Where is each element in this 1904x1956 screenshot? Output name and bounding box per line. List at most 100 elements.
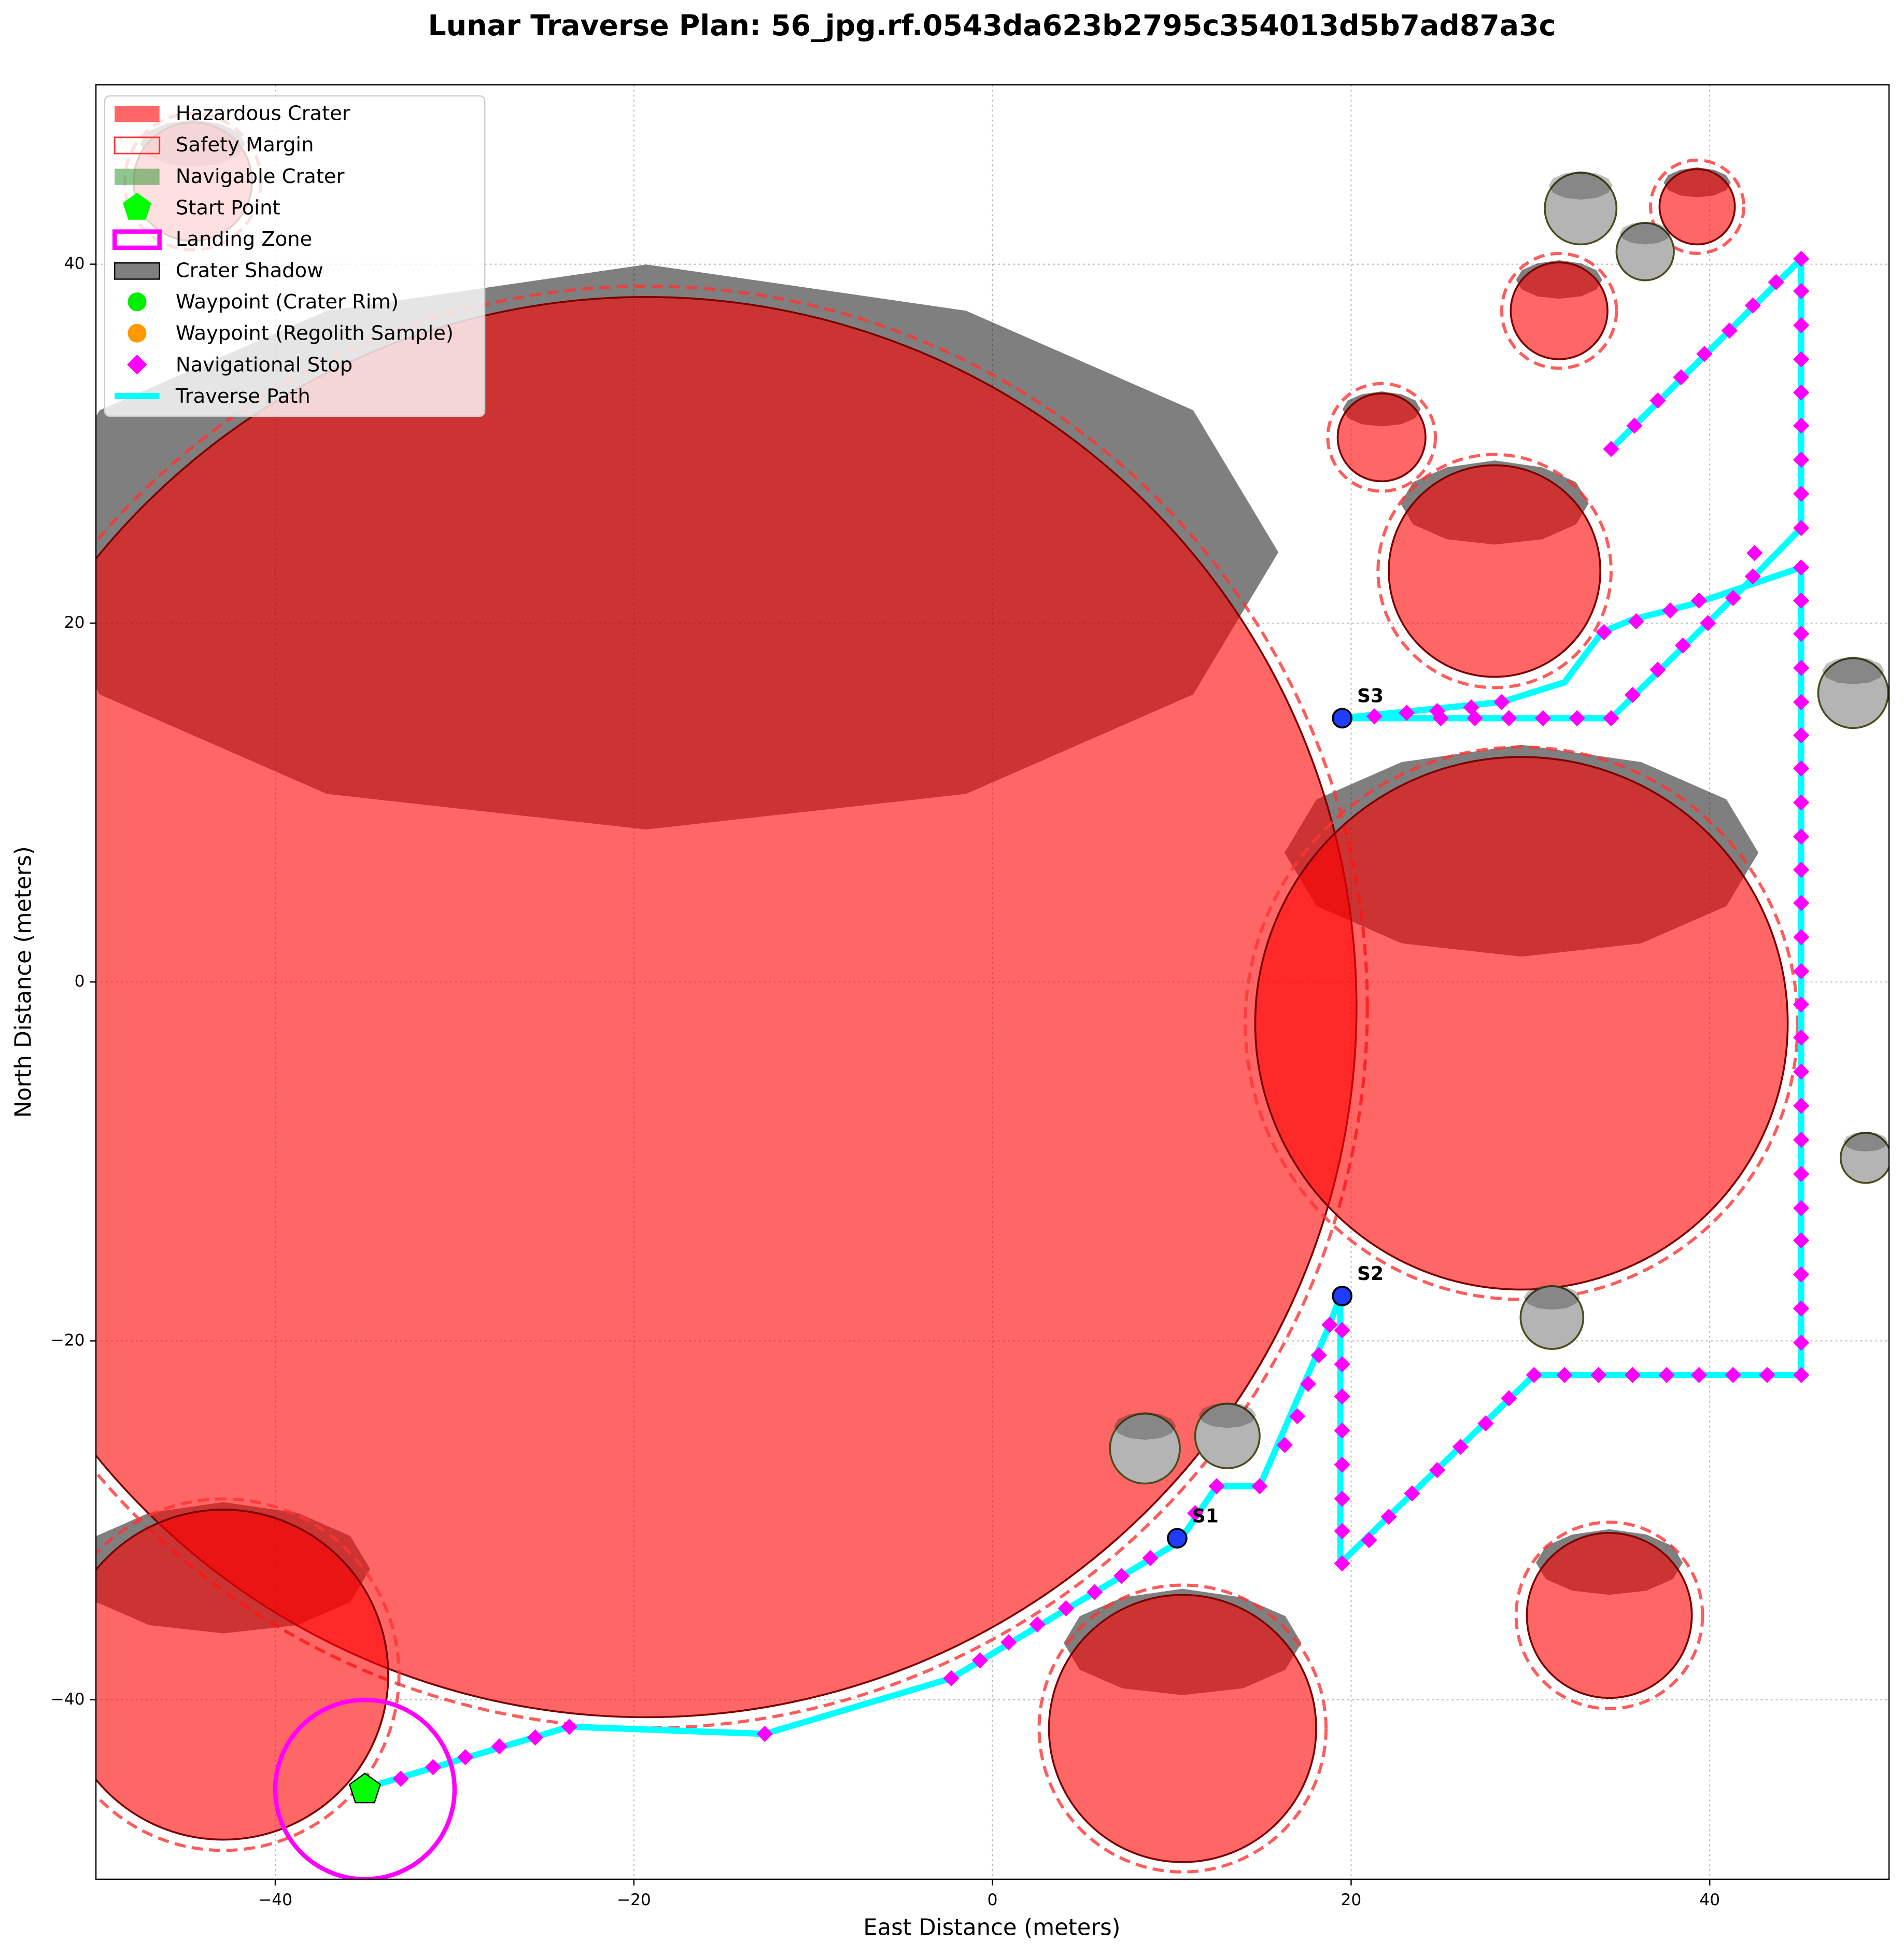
legend-label: Navigational Stop (176, 353, 352, 376)
crater-shadow (1198, 1402, 1257, 1428)
legend-label: Waypoint (Regolith Sample) (176, 322, 454, 345)
nav-stop (1793, 1367, 1810, 1383)
nav-stop (1793, 417, 1810, 434)
navigable-crater (1817, 657, 1889, 729)
waypoint-label: S3 (1357, 685, 1384, 707)
x-tick-label: −40 (258, 1891, 292, 1909)
nav-stop (1793, 1063, 1810, 1080)
legend-label: Safety Margin (176, 133, 314, 157)
legend-label: Waypoint (Crater Rim) (176, 290, 399, 314)
legend-swatch (128, 292, 147, 312)
x-tick-label: 20 (1341, 1891, 1362, 1909)
nav-stop (1793, 559, 1810, 576)
nav-stop (1452, 1439, 1469, 1455)
hazardous-crater (1388, 464, 1602, 678)
nav-stop (1793, 1300, 1810, 1317)
legend: Hazardous Crater Safety Margin Navigable C… (104, 95, 486, 417)
nav-stop (943, 1670, 960, 1686)
nav-stop (1793, 929, 1810, 946)
hazardous-crater (96, 296, 1358, 1718)
y-tick-label: 40 (64, 255, 85, 273)
nav-stop (1793, 317, 1810, 333)
nav-stop (1759, 1367, 1775, 1383)
hazardous-crater (1254, 756, 1789, 1291)
nav-stop (1700, 615, 1716, 631)
nav-stop (1334, 1322, 1350, 1339)
legend-swatch (128, 323, 147, 343)
nav-stop (1696, 346, 1713, 362)
legend-label: Start Point (176, 196, 280, 219)
nav-stop (1276, 1437, 1293, 1453)
nav-stop (1310, 1347, 1327, 1363)
crater-shadow (1619, 221, 1671, 245)
y-tick-label: −20 (51, 1331, 85, 1349)
nav-stop (1399, 705, 1415, 721)
nav-stop (1628, 613, 1645, 630)
nav-stop (1768, 274, 1784, 290)
safety-margin (1326, 382, 1437, 493)
nav-stop (1793, 996, 1810, 1013)
nav-stop (527, 1729, 544, 1746)
nav-stop (1251, 1478, 1268, 1495)
nav-stop (1793, 694, 1810, 710)
nav-stop (1721, 322, 1738, 339)
nav-stop (1501, 1390, 1517, 1406)
nav-stop (1793, 895, 1810, 911)
crater-shadow (1524, 1285, 1580, 1310)
legend-swatch (122, 192, 151, 220)
hazardous-crater (96, 1509, 389, 1841)
nav-stop (1501, 710, 1517, 726)
safety-margin (1037, 1583, 1328, 1874)
hazardous-crater (1048, 1594, 1317, 1863)
nav-stop (1624, 686, 1641, 703)
waypoint-label: S1 (1192, 1505, 1219, 1527)
legend-swatch (115, 106, 160, 122)
start-point (348, 1772, 382, 1804)
navigable-crater (1839, 1132, 1889, 1184)
nav-stop (1793, 1165, 1810, 1183)
nav-stop (1746, 545, 1763, 561)
nav-stop (971, 1652, 989, 1669)
safety-margin (96, 1497, 401, 1852)
hazardous-crater (1510, 261, 1609, 360)
x-tick-label: −20 (617, 1891, 651, 1909)
nav-stop (1590, 1367, 1607, 1383)
nav-stop (1334, 1422, 1350, 1439)
nav-stop (1793, 1334, 1810, 1351)
navigable-crater (1615, 222, 1675, 282)
legend-label: Crater Shadow (176, 259, 323, 283)
navigable-crater (1544, 172, 1618, 246)
nav-stop (1793, 351, 1810, 368)
nav-stop (1626, 417, 1643, 434)
crater-shadow (1843, 1131, 1888, 1152)
safety-margin (1514, 1521, 1704, 1710)
nav-stop (491, 1738, 508, 1755)
nav-stop (1526, 1367, 1542, 1383)
nav-stop (1334, 1456, 1350, 1473)
hazardous-crater (1336, 392, 1427, 483)
nav-stop (1793, 1029, 1810, 1046)
nav-stop (1793, 727, 1810, 743)
waypoint (1332, 708, 1352, 729)
navigable-crater (1109, 1412, 1181, 1485)
nav-stop (1321, 1316, 1338, 1333)
nav-stop (1649, 392, 1666, 409)
safety-margin (1376, 453, 1613, 689)
y-tick-label: 20 (64, 613, 85, 632)
y-tick-label: −40 (51, 1690, 85, 1709)
legend-swatch (114, 136, 161, 154)
nav-stop (1289, 1408, 1306, 1425)
nav-stop (1624, 1367, 1641, 1383)
nav-stop (1793, 862, 1810, 878)
nav-stop (1334, 1523, 1350, 1540)
nav-stop (1057, 1600, 1075, 1616)
navigable-crater (1194, 1402, 1261, 1470)
nav-stop (1334, 1555, 1350, 1572)
nav-stop (1793, 519, 1810, 537)
nav-stop (1793, 593, 1810, 609)
y-axis-label: North Distance (meters) (11, 846, 37, 1118)
waypoint (1332, 1286, 1352, 1306)
nav-stop (1725, 589, 1741, 607)
